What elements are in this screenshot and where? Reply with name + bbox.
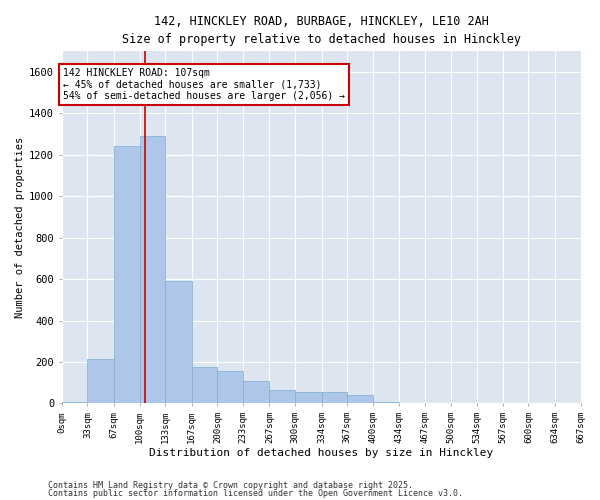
X-axis label: Distribution of detached houses by size in Hinckley: Distribution of detached houses by size … [149,448,493,458]
Bar [191,367,217,404]
Bar [140,136,165,404]
Bar [165,281,191,404]
Title: 142, HINCKLEY ROAD, BURBAGE, HINCKLEY, LE10 2AH
Size of property relative to det: 142, HINCKLEY ROAD, BURBAGE, HINCKLEY, L… [122,15,521,46]
Text: Contains public sector information licensed under the Open Government Licence v3: Contains public sector information licen… [48,489,463,498]
Bar [114,146,140,404]
Bar [295,392,322,404]
Y-axis label: Number of detached properties: Number of detached properties [15,137,25,318]
Bar [322,392,347,404]
Bar [62,402,88,404]
Bar [347,395,373,404]
Text: Contains HM Land Registry data © Crown copyright and database right 2025.: Contains HM Land Registry data © Crown c… [48,480,413,490]
Text: 142 HINCKLEY ROAD: 107sqm
← 45% of detached houses are smaller (1,733)
54% of se: 142 HINCKLEY ROAD: 107sqm ← 45% of detac… [64,68,346,101]
Bar [243,380,269,404]
Bar [217,372,243,404]
Bar [88,359,114,404]
Bar [373,402,400,404]
Bar [269,390,295,404]
